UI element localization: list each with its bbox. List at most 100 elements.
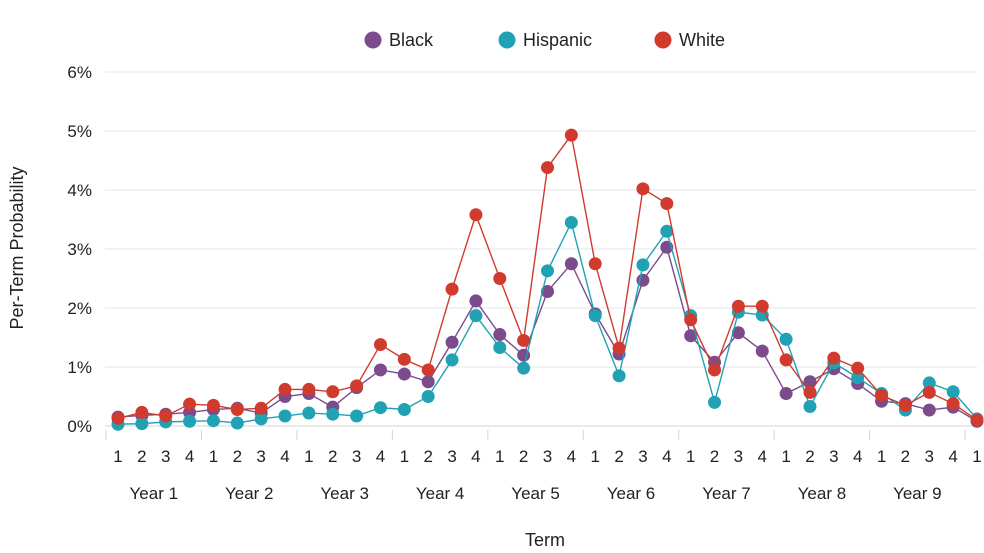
series-line xyxy=(117,220,978,425)
data-point xyxy=(541,264,554,278)
x-tick-label: 3 xyxy=(447,447,456,466)
x-tick-label: 2 xyxy=(519,447,528,466)
data-point xyxy=(445,335,459,349)
data-point xyxy=(755,344,769,358)
data-point xyxy=(875,388,889,402)
x-tick-label: 4 xyxy=(567,447,576,466)
data-point xyxy=(350,379,364,393)
x-tick-label: 2 xyxy=(710,447,719,466)
data-point xyxy=(373,363,387,377)
data-point xyxy=(636,182,650,196)
data-point xyxy=(564,215,578,229)
data-point xyxy=(851,361,865,375)
x-group-label: Year 6 xyxy=(607,484,656,503)
data-point xyxy=(421,390,435,403)
data-point xyxy=(612,341,626,355)
y-tick-label: 1% xyxy=(67,358,92,377)
x-tick-label: 2 xyxy=(805,447,814,466)
data-point xyxy=(779,353,793,367)
x-tick-label: 1 xyxy=(495,447,504,466)
x-tick-label: 4 xyxy=(853,447,862,466)
y-tick-label: 6% xyxy=(67,63,92,82)
y-tick-label: 2% xyxy=(67,299,92,318)
x-tick-label: 1 xyxy=(686,447,695,466)
legend-marker xyxy=(498,31,516,49)
x-tick-label: 4 xyxy=(185,447,194,466)
data-point xyxy=(636,258,650,272)
series-hispanic xyxy=(111,215,984,431)
data-point xyxy=(612,369,626,383)
legend-marker xyxy=(364,31,382,49)
x-tick-label: 2 xyxy=(137,447,146,466)
data-point xyxy=(254,412,268,426)
data-point xyxy=(326,385,340,399)
series-white xyxy=(111,128,984,427)
x-tick-label: 1 xyxy=(304,447,313,466)
x-tick-label: 1 xyxy=(209,447,218,466)
data-point xyxy=(469,294,483,308)
x-group-label: Year 7 xyxy=(702,484,751,503)
data-point xyxy=(278,409,292,423)
data-point xyxy=(755,299,769,313)
data-point xyxy=(397,367,411,381)
x-axis: 1 2 3 4 1 2 3 4 1 2 3 4 1 2 3 4 1 2 3 4 1 2 3 4 1 2 3 4 1 2 3 4 1 2 3 4 1Yea… xyxy=(105,430,982,503)
data-point xyxy=(493,328,507,342)
x-tick-label: 4 xyxy=(758,447,767,466)
data-point xyxy=(493,272,507,285)
data-point xyxy=(898,398,912,412)
x-tick-label: 1 xyxy=(113,447,122,466)
data-point xyxy=(206,414,220,428)
x-tick-label: 4 xyxy=(948,447,957,466)
data-point xyxy=(469,309,483,323)
data-point xyxy=(135,405,149,419)
x-group-label: Year 5 xyxy=(511,484,560,503)
data-point xyxy=(803,375,817,389)
data-point xyxy=(708,363,722,377)
data-point xyxy=(230,402,244,416)
data-point xyxy=(827,351,841,365)
data-point xyxy=(779,332,793,346)
data-point xyxy=(469,208,483,222)
x-axis-title: Term xyxy=(525,530,565,548)
data-point xyxy=(851,371,865,385)
x-group-label: Year 3 xyxy=(320,484,369,503)
data-point xyxy=(183,414,197,428)
legend-item: Black xyxy=(364,30,434,50)
x-group-label: Year 8 xyxy=(798,484,847,503)
x-tick-label: 2 xyxy=(901,447,910,466)
data-point xyxy=(660,197,674,211)
x-tick-label: 3 xyxy=(925,447,934,466)
data-point xyxy=(541,161,554,175)
x-tick-label: 4 xyxy=(662,447,671,466)
data-point xyxy=(922,376,936,390)
data-point xyxy=(684,313,698,327)
data-point xyxy=(708,395,722,409)
y-axis: 0% 1% 2% 3% 4% 5% 6% xyxy=(67,63,92,436)
x-tick-label: 3 xyxy=(352,447,361,466)
data-point xyxy=(731,326,745,340)
data-point xyxy=(517,361,531,375)
data-point xyxy=(922,385,936,399)
data-point xyxy=(230,416,244,430)
data-point xyxy=(588,309,602,323)
x-tick-label: 3 xyxy=(734,447,743,466)
data-point xyxy=(350,409,364,423)
data-point xyxy=(517,348,531,362)
x-tick-label: 4 xyxy=(280,447,289,466)
x-tick-label: 1 xyxy=(972,447,981,466)
data-point xyxy=(254,401,268,415)
x-tick-label: 1 xyxy=(590,447,599,466)
legend-item: White xyxy=(654,30,725,50)
y-tick-label: 4% xyxy=(67,181,92,200)
gridlines xyxy=(105,71,977,427)
y-axis-title: Per-Term Probability xyxy=(7,166,27,329)
x-tick-label: 2 xyxy=(423,447,432,466)
data-point xyxy=(159,409,173,423)
data-point xyxy=(373,401,387,415)
data-point xyxy=(445,353,459,367)
data-point xyxy=(135,417,149,431)
x-tick-label: 3 xyxy=(256,447,265,466)
x-tick-label: 2 xyxy=(614,447,623,466)
x-tick-label: 1 xyxy=(877,447,886,466)
data-point xyxy=(397,402,411,416)
